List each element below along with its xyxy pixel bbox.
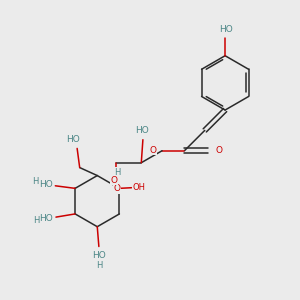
Text: O: O: [215, 146, 222, 154]
Text: H: H: [114, 168, 121, 177]
Text: HO: HO: [219, 25, 232, 34]
Text: O: O: [111, 176, 118, 185]
Text: OH: OH: [133, 183, 146, 192]
Text: HO: HO: [66, 135, 80, 144]
Text: O: O: [150, 146, 157, 154]
Text: HO: HO: [135, 126, 149, 135]
Text: HO: HO: [92, 251, 106, 260]
Text: O: O: [114, 184, 121, 194]
Text: H: H: [33, 216, 39, 225]
Text: H: H: [32, 178, 38, 187]
Text: HO: HO: [40, 214, 53, 223]
Text: HO: HO: [39, 180, 52, 189]
Text: H: H: [96, 261, 102, 270]
